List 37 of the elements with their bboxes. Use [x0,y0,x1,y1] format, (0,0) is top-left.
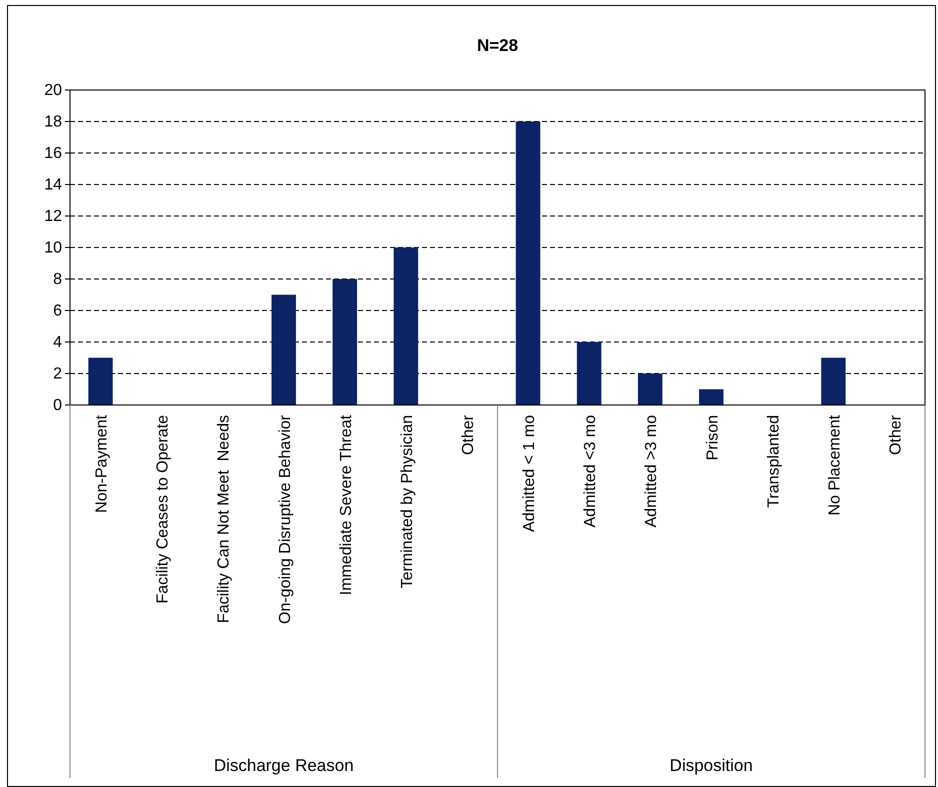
x-tick-label: Other [887,414,904,456]
x-tick-label: Other [460,414,477,456]
y-tick-label: 16 [44,145,62,162]
chart-title: N=28 [476,36,518,55]
text: Disposition [670,756,753,775]
x-tick-label: Prison [704,415,722,460]
bar [821,358,846,405]
x-tick-label: Admitted < 1 mo [521,414,538,532]
y-tick-label: 0 [53,397,62,414]
x-tick-label: On-going Disruptive Behavior [276,414,294,624]
y-tick-label: 8 [53,271,62,288]
y-tick-label: 2 [53,366,62,383]
bar [576,342,602,405]
bar [332,279,358,405]
x-tick-label: No Placement [826,414,844,516]
y-tick-label: 10 [44,240,62,257]
y-tick-label: 18 [44,114,62,131]
y-tick-label: 6 [53,302,62,320]
bar [88,358,113,405]
bar [638,374,662,405]
x-tick-label: Admitted >3 mo [643,414,660,528]
y-tick-label: 14 [44,176,62,194]
x-tick-label: Facility Ceases to Operate [154,414,172,604]
x-tick-label: Non-Payment [94,414,111,513]
bar [699,389,724,405]
bar [272,294,296,405]
bar [516,122,540,405]
bar [394,248,418,405]
y-tick-label: 20 [44,82,62,100]
text: Discharge Reason [214,756,354,775]
x-tick-label: Immediate Severe Threat [338,414,355,596]
y-tick-label: 12 [44,208,62,226]
x-tick-label: Admitted <3 mo [582,414,600,528]
x-tick-label: Transplanted [765,415,782,508]
y-tick-label: 4 [53,334,62,352]
x-tick-label: Facility Can Not Meet Needs [216,415,233,624]
x-tick-label: Terminated by Physician [398,415,416,588]
